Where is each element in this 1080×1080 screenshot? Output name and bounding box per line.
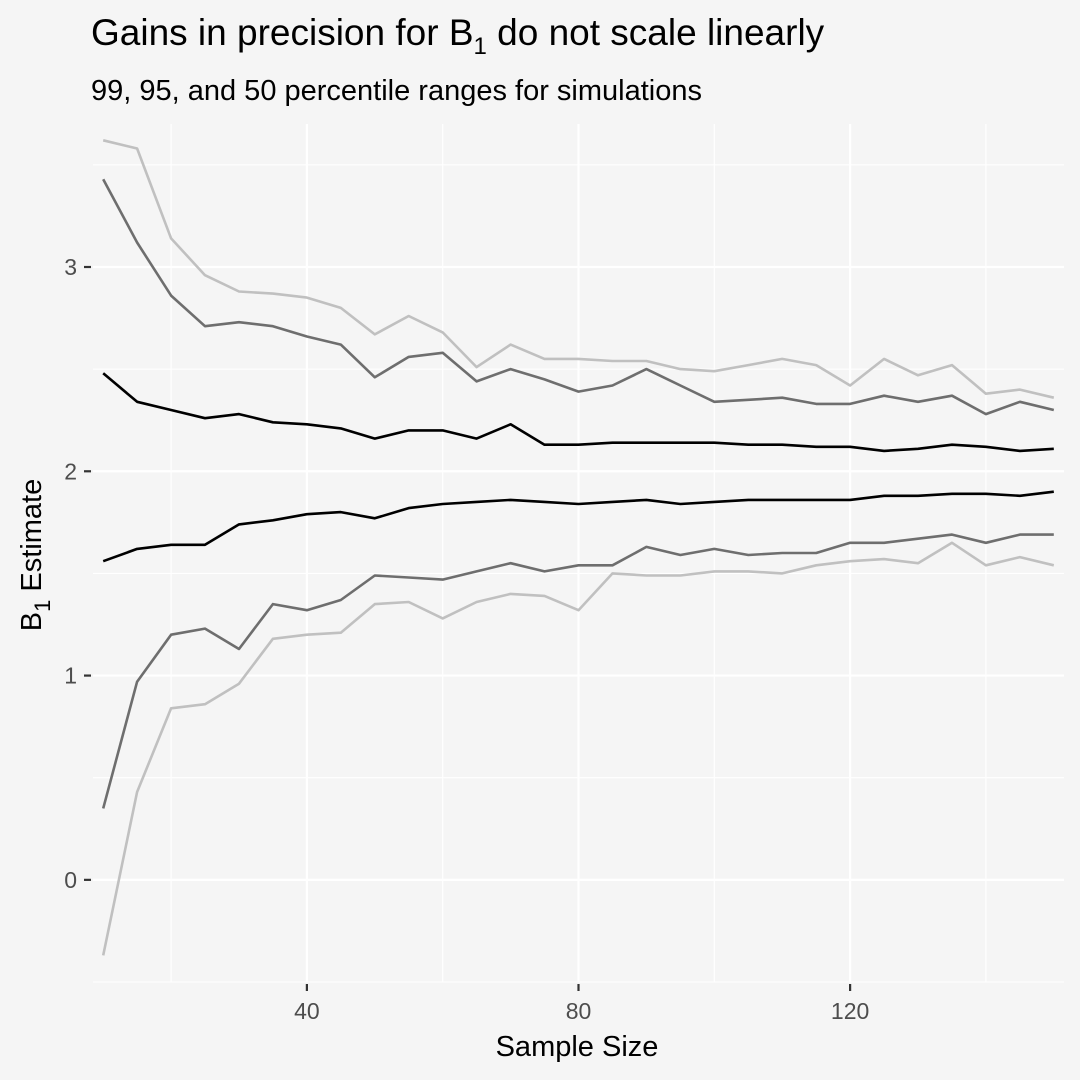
series-line-3 — [102, 372, 1054, 453]
grid-lines — [93, 124, 1064, 983]
series-lines — [101, 139, 1055, 956]
x-tick-label: 40 — [294, 998, 320, 1024]
plot-panel — [93, 124, 1064, 983]
series-line-6 — [101, 541, 1055, 956]
chart-title: Gains in precision for B1 do not scale l… — [91, 12, 825, 60]
y-tick-label: 3 — [64, 254, 77, 280]
y-axis-title: B1 Estimate — [16, 479, 55, 631]
x-axis-title: Sample Size — [496, 1031, 659, 1063]
axes: 0 1 2 3 40 80 120 — [64, 254, 869, 1024]
y-tick-label: 0 — [64, 867, 77, 893]
series-line-4 — [102, 490, 1054, 563]
chart-subtitle: 99, 95, and 50 percentile ranges for sim… — [91, 75, 702, 107]
x-tick-label: 120 — [831, 998, 869, 1024]
x-tick-label: 80 — [566, 998, 592, 1024]
series-line-5 — [101, 533, 1054, 809]
series-line-1 — [102, 139, 1055, 399]
y-tick-label: 1 — [64, 663, 77, 689]
series-line-2 — [102, 178, 1055, 416]
y-tick-label: 2 — [64, 458, 77, 484]
